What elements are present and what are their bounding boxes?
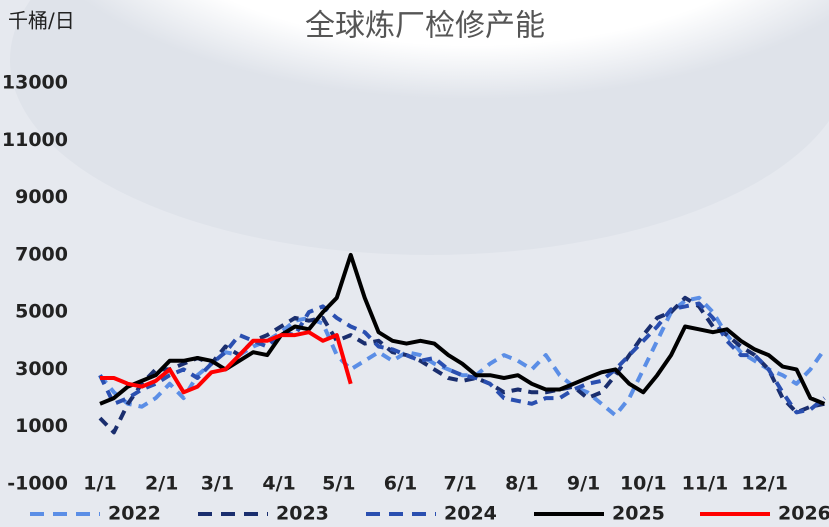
y-tick-label: 11000 <box>2 129 68 151</box>
legend-label: 2024 <box>444 503 497 525</box>
y-tick-label: 9000 <box>15 186 68 208</box>
x-tick-label: 6/1 <box>384 473 417 495</box>
series-line <box>98 295 827 418</box>
y-tick-label: -1000 <box>7 473 68 495</box>
x-tick-label: 8/1 <box>505 473 538 495</box>
x-tick-label: 2/1 <box>145 473 178 495</box>
x-tick-label: 10/1 <box>620 473 667 495</box>
legend-label: 2026 <box>778 503 829 525</box>
x-tick-label: 12/1 <box>741 473 788 495</box>
x-tick-label: 4/1 <box>262 473 295 495</box>
legend-label: 2022 <box>108 503 161 525</box>
series-line <box>100 330 353 395</box>
x-tick-label: 1/1 <box>83 473 116 495</box>
background-glow <box>10 0 829 255</box>
x-tick-label: 5/1 <box>322 473 355 495</box>
x-tick-label: 11/1 <box>682 473 729 495</box>
x-tick-label: 7/1 <box>443 473 476 495</box>
y-tick-label: 5000 <box>15 301 68 323</box>
y-axis-label: 千桶/日 <box>8 9 75 33</box>
y-tick-label: 1000 <box>15 415 68 437</box>
series-line <box>98 301 826 415</box>
chart-title: 全球炼厂检修产能 <box>305 9 545 44</box>
legend-label: 2025 <box>612 503 665 525</box>
y-tick-label: 3000 <box>15 358 68 380</box>
x-tick-label: 9/1 <box>567 473 600 495</box>
y-tick-label: 7000 <box>15 243 68 265</box>
series-line <box>99 252 826 406</box>
y-tick-label: 13000 <box>2 72 68 94</box>
series-line <box>98 295 825 435</box>
legend-label: 2023 <box>276 503 329 525</box>
x-tick-label: 3/1 <box>201 473 234 495</box>
